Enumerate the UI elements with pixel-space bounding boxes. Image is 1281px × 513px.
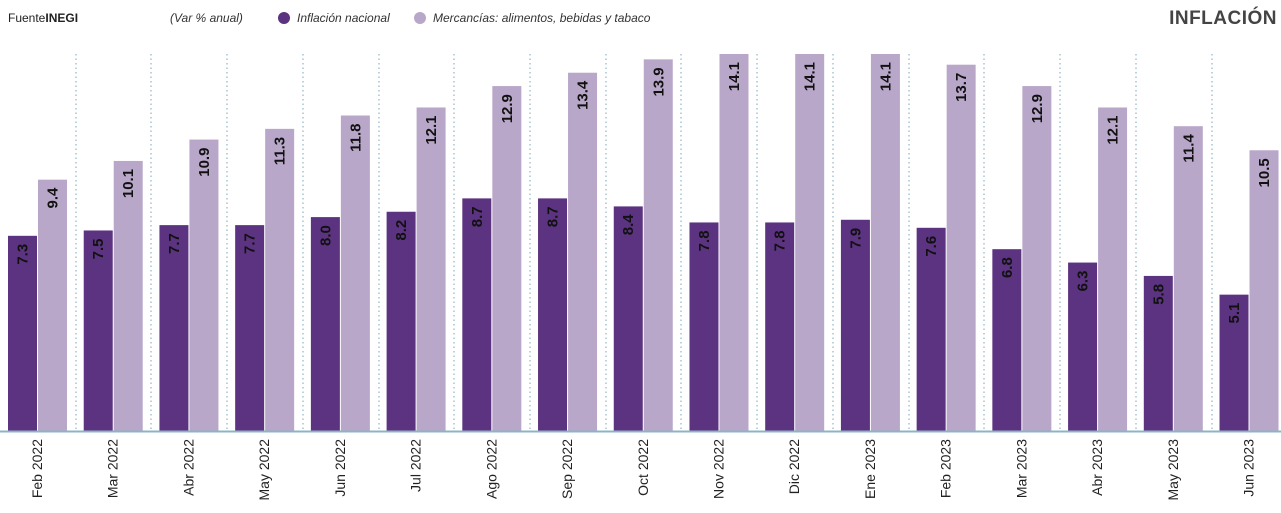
bar-inflacion-nacional <box>992 249 1022 431</box>
source-name: INEGI <box>45 11 79 25</box>
bar-mercancias <box>1173 126 1203 431</box>
x-tick-label: Nov 2022 <box>710 439 726 499</box>
bar-mercancias <box>870 54 900 431</box>
data-label: 5.1 <box>1226 303 1243 324</box>
bar-inflacion-nacional <box>462 198 492 431</box>
x-tick-label: Feb 2022 <box>29 439 45 498</box>
data-label: 11.4 <box>1180 134 1197 163</box>
bar-inflacion-nacional <box>916 227 946 431</box>
data-label: 9.4 <box>45 187 62 209</box>
x-tick-label: Mar 2022 <box>105 439 121 498</box>
x-tick-label: Jul 2022 <box>408 439 424 492</box>
bar-mercancias <box>1249 150 1279 432</box>
x-tick-label: May 2022 <box>256 439 272 501</box>
legend-swatch-mercancias <box>414 12 426 24</box>
units-note: (Var % anual) <box>170 11 243 25</box>
bar-mercancias <box>643 59 673 431</box>
bar-inflacion-nacional <box>1219 294 1249 431</box>
bar-mercancias <box>189 139 219 431</box>
x-tick-label: Dic 2022 <box>786 439 802 494</box>
bar-mercancias <box>1098 107 1128 432</box>
bar-inflacion-nacional <box>765 222 795 431</box>
bar-mercancias <box>795 54 825 431</box>
bar-inflacion-nacional <box>840 219 870 431</box>
data-label: 12.9 <box>1029 94 1046 123</box>
data-label: 7.3 <box>15 244 32 265</box>
data-label: 13.9 <box>650 67 667 96</box>
data-label: 8.0 <box>317 225 334 246</box>
bar-mercancias <box>719 54 749 431</box>
x-tick-label: Feb 2023 <box>938 439 954 498</box>
data-label: 7.8 <box>696 230 713 251</box>
data-label: 6.3 <box>1075 271 1092 292</box>
x-tick-label: Jun 2023 <box>1241 439 1257 497</box>
data-label: 8.2 <box>393 220 410 241</box>
legend-swatch-nacional <box>278 12 290 24</box>
source-label: Fuente <box>8 11 46 25</box>
data-label: 7.9 <box>847 228 864 249</box>
data-label: 7.7 <box>166 233 183 254</box>
data-label: 11.8 <box>347 123 364 151</box>
x-tick-label: Sep 2022 <box>559 439 575 499</box>
bar-mercancias <box>38 179 67 431</box>
x-tick-label: Abr 2023 <box>1089 439 1105 496</box>
bar-inflacion-nacional <box>235 225 265 431</box>
data-label: 8.4 <box>620 214 637 236</box>
data-label: 14.1 <box>802 62 819 91</box>
data-label: 10.5 <box>1256 158 1273 187</box>
bar-inflacion-nacional <box>1068 262 1098 431</box>
data-label: 10.9 <box>196 148 213 177</box>
data-label: 13.7 <box>953 73 970 102</box>
data-label: 10.1 <box>120 169 137 198</box>
data-label: 13.4 <box>575 80 592 110</box>
data-label: 7.7 <box>242 233 259 254</box>
data-label: 7.5 <box>90 238 107 259</box>
legend-item-mercancias: Mercancías: alimentos, bebidas y tabaco <box>414 11 650 25</box>
data-label: 12.9 <box>499 94 516 123</box>
bar-inflacion-nacional <box>538 198 568 431</box>
bar-inflacion-nacional <box>83 230 113 431</box>
bar-inflacion-nacional <box>159 225 189 431</box>
x-tick-label: Abr 2022 <box>180 439 196 496</box>
bar-mercancias <box>113 160 143 431</box>
bar-inflacion-nacional <box>613 206 643 431</box>
data-label: 7.8 <box>772 230 789 251</box>
data-label: 8.7 <box>469 206 486 227</box>
data-label: 7.6 <box>923 236 940 257</box>
x-tick-label: Ago 2022 <box>483 439 499 499</box>
bar-mercancias <box>492 86 522 431</box>
bar-mercancias <box>568 72 598 431</box>
bar-mercancias <box>1022 86 1052 431</box>
bar-inflacion-nacional <box>1143 275 1173 431</box>
chart-header: FuenteINEGI (Var % anual) Inflación naci… <box>0 0 1281 40</box>
x-tick-label: Oct 2022 <box>635 439 651 496</box>
chart-title: INFLACIÓN <box>1169 8 1277 29</box>
x-tick-label: Mar 2023 <box>1013 439 1029 498</box>
x-tick-label: Ene 2023 <box>862 439 878 499</box>
legend-label-nacional: Inflación nacional <box>297 11 390 25</box>
data-label: 14.1 <box>726 62 743 91</box>
bar-inflacion-nacional <box>8 235 37 431</box>
data-label: 12.1 <box>1105 115 1122 144</box>
data-label: 12.1 <box>423 115 440 144</box>
x-tick-label: Jun 2022 <box>332 439 348 497</box>
bar-mercancias <box>416 107 446 432</box>
data-label: 8.7 <box>545 206 562 227</box>
bar-mercancias <box>265 128 295 432</box>
source-credit: FuenteINEGI <box>8 11 78 25</box>
x-tick-label: May 2023 <box>1165 439 1181 501</box>
data-label: 11.3 <box>272 137 289 165</box>
bar-inflacion-nacional <box>386 211 416 431</box>
bar-mercancias <box>340 115 370 431</box>
bar-inflacion-nacional <box>310 217 340 431</box>
data-label: 14.1 <box>877 62 894 91</box>
bar-mercancias <box>946 64 976 431</box>
legend-label-mercancias: Mercancías: alimentos, bebidas y tabaco <box>433 11 651 25</box>
bar-inflacion-nacional <box>689 222 719 431</box>
legend-item-nacional: Inflación nacional <box>278 11 390 25</box>
data-label: 6.8 <box>999 257 1016 278</box>
data-label: 5.8 <box>1150 284 1167 305</box>
